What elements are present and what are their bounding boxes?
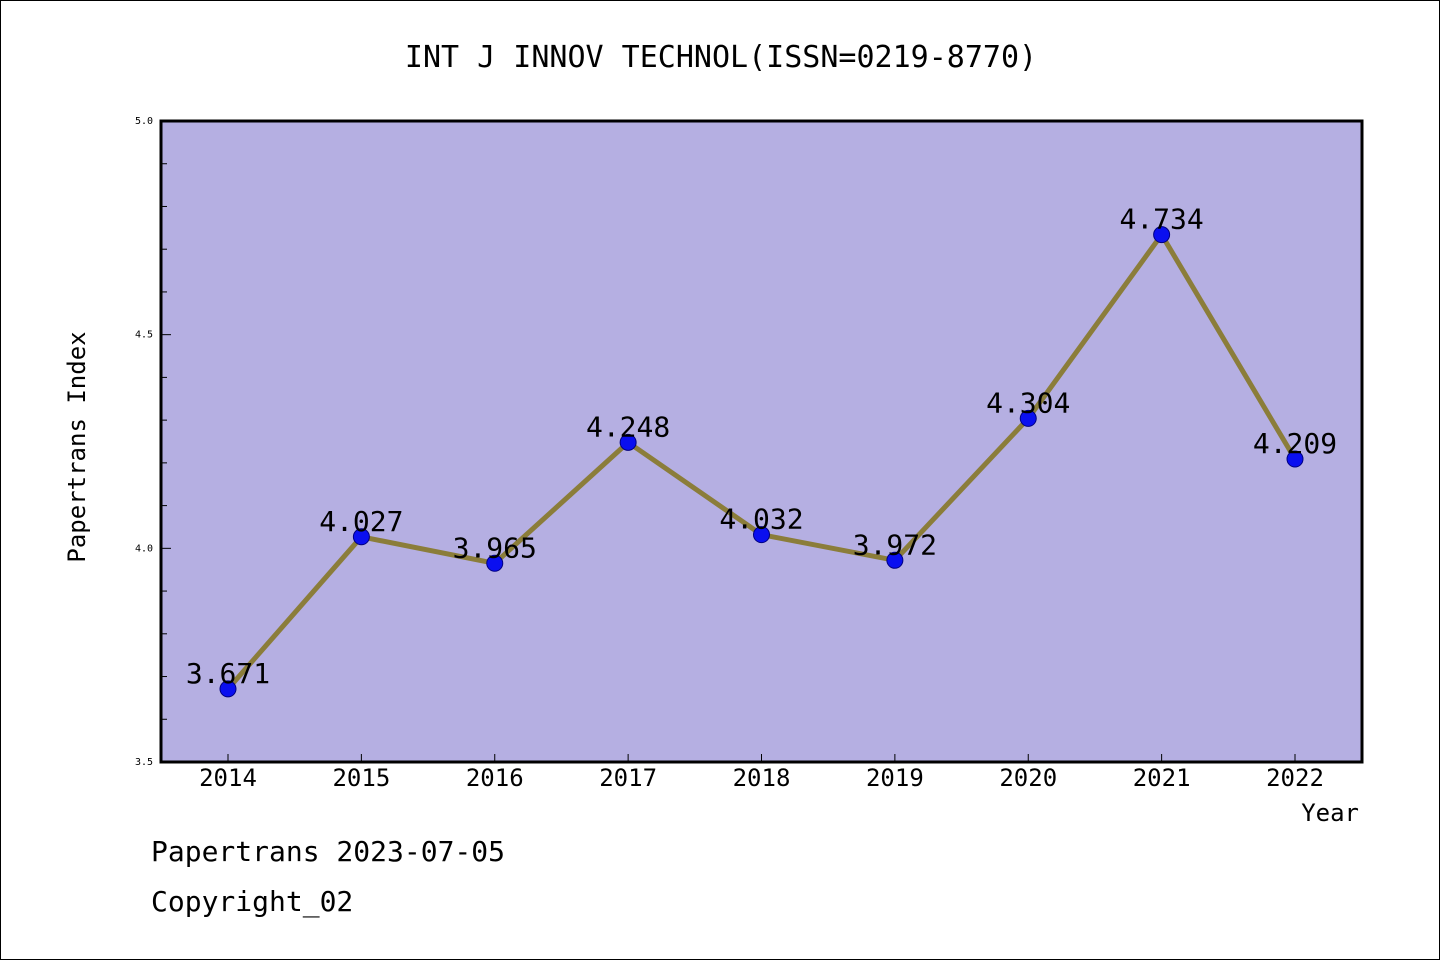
data-label: 4.734 [1119, 203, 1203, 236]
data-label: 4.209 [1253, 427, 1337, 460]
data-point [753, 526, 770, 544]
data-point [352, 528, 370, 546]
y-tick-label: 5.0 [135, 116, 153, 127]
x-tick-label: 2020 [999, 764, 1057, 792]
y-tick-label: 3.5 [135, 757, 153, 768]
x-tick-label: 2019 [866, 764, 924, 792]
y-axis: 3.5 4.0 4.5 5.0 [135, 116, 171, 768]
data-point [486, 554, 504, 572]
footer-copyright: Copyright_02 [151, 885, 354, 918]
data-point [1286, 450, 1304, 468]
y-tick-label: 4.5 [135, 330, 153, 341]
footer-date: Papertrans 2023-07-05 [151, 835, 506, 868]
x-tick-label: 2016 [466, 764, 524, 792]
series-markers [219, 226, 1304, 698]
y-axis-label: Papertrans Index [63, 331, 91, 562]
x-tick-label: 2021 [1133, 764, 1191, 792]
data-label: 3.965 [453, 531, 537, 564]
x-tick-label: 2015 [332, 764, 390, 792]
data-point [886, 551, 904, 569]
x-tick-label: 2017 [599, 764, 657, 792]
data-label: 4.032 [719, 503, 803, 536]
x-tick-label: 2014 [199, 764, 257, 792]
x-tick-label: 2022 [1266, 764, 1324, 792]
data-labels: 3.671 4.027 3.965 4.248 4.032 3.972 4.304 4.734… [186, 203, 1337, 690]
data-point [619, 433, 637, 451]
y-tick-label: 4.0 [135, 543, 153, 554]
x-axis-label: Year [1301, 799, 1359, 827]
data-point [1019, 409, 1037, 427]
data-label: 4.248 [586, 410, 670, 443]
x-tick-label: 2018 [733, 764, 791, 792]
data-point [1153, 226, 1171, 244]
data-label: 4.304 [986, 386, 1070, 419]
chart-title: INT J INNOV TECHNOL(ISSN=0219-8770) [405, 40, 1037, 75]
data-point [219, 680, 237, 698]
data-label: 3.671 [186, 657, 270, 690]
data-label: 3.972 [853, 528, 937, 561]
x-axis: 2014 2015 2016 2017 2018 2019 2020 2021 2022 [199, 754, 1324, 792]
data-label: 4.027 [319, 505, 403, 538]
